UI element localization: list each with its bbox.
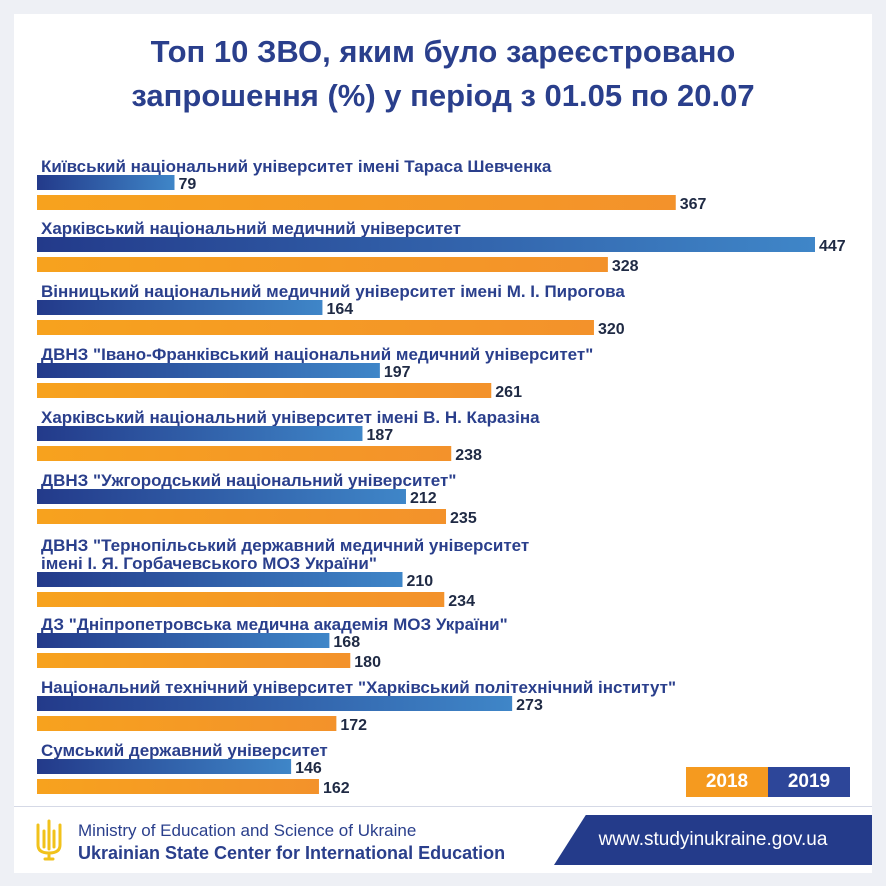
category-label: Київський національний університет імені… [41, 157, 552, 176]
data-label-2019: 79 [178, 176, 196, 193]
center-name: Ukrainian State Center for International… [78, 843, 506, 863]
bar-2018 [37, 779, 319, 794]
data-label-2019: 212 [410, 490, 437, 507]
bar-2018 [37, 716, 337, 731]
bar-2018 [37, 383, 492, 398]
bar-2018 [37, 320, 594, 335]
data-label-2018: 234 [448, 593, 475, 610]
bar-2018 [37, 653, 351, 668]
data-label-2018: 367 [680, 196, 707, 213]
bar-2019 [37, 300, 323, 315]
category-label: імені І. Я. Горбачевського МОЗ України" [41, 554, 377, 573]
bar-2019 [37, 633, 330, 648]
bar-2018 [37, 257, 608, 272]
category-label: ДВНЗ "Тернопільський державний медичний … [41, 536, 529, 555]
legend-2018: 2018 [686, 767, 768, 797]
website-link[interactable]: www.studyinukraine.gov.ua [554, 815, 872, 865]
data-label-2019: 146 [295, 760, 322, 777]
bar-2019 [37, 237, 815, 252]
data-label-2018: 328 [612, 258, 639, 275]
trident-icon [36, 819, 62, 861]
bar-2018 [37, 195, 676, 210]
bar-2019 [37, 572, 403, 587]
data-label-2018: 320 [598, 321, 625, 338]
category-label: ДВНЗ "Івано-Франківський національний ме… [41, 345, 593, 364]
category-label: Вінницький національний медичний універс… [41, 282, 625, 301]
data-label-2019: 210 [407, 573, 434, 590]
data-label-2018: 162 [323, 780, 350, 797]
legend: 2018 2019 [686, 767, 850, 797]
data-label-2019: 447 [819, 238, 846, 255]
data-label-2019: 273 [516, 697, 543, 714]
chart-title-line-2: запрошення (%) у період з 01.05 по 20.07 [131, 78, 755, 113]
data-label-2018: 235 [450, 510, 477, 527]
category-label: Національний технічний університет "Харк… [41, 678, 676, 697]
bar-2019 [37, 489, 406, 504]
ministry-name: Ministry of Education and Science of Ukr… [78, 821, 417, 840]
data-label-2018: 180 [354, 654, 381, 671]
chart-title-line-1: Топ 10 ЗВО, яким було зареєстровано [150, 34, 736, 69]
bar-2019 [37, 759, 292, 774]
bar-2019 [37, 175, 175, 190]
chart-title: Топ 10 ЗВО, яким було зареєстровано запр… [0, 30, 886, 118]
category-label: Харківський національний медичний універ… [41, 219, 461, 238]
footer: Ministry of Education and Science of Ukr… [14, 806, 872, 873]
bar-2018 [37, 446, 452, 461]
data-label-2019: 168 [333, 634, 360, 651]
data-label-2018: 172 [340, 717, 367, 734]
bar-2019 [37, 426, 363, 441]
category-label: Сумський державний університет [41, 741, 328, 760]
legend-2019: 2019 [768, 767, 850, 797]
bar-2018 [37, 592, 445, 607]
data-label-2019: 187 [366, 427, 393, 444]
data-label-2018: 238 [455, 447, 482, 464]
bar-2019 [37, 363, 380, 378]
data-label-2019: 164 [326, 301, 353, 318]
bar-2018 [37, 509, 447, 524]
data-label-2019: 197 [384, 364, 411, 381]
category-label: Харківський національний університет іме… [41, 408, 540, 427]
data-label-2018: 261 [495, 384, 522, 401]
category-label: ДЗ "Дніпропетровська медична академія МО… [41, 615, 508, 634]
bar-2019 [37, 696, 513, 711]
category-label: ДВНЗ "Ужгородський національний універси… [41, 471, 456, 490]
